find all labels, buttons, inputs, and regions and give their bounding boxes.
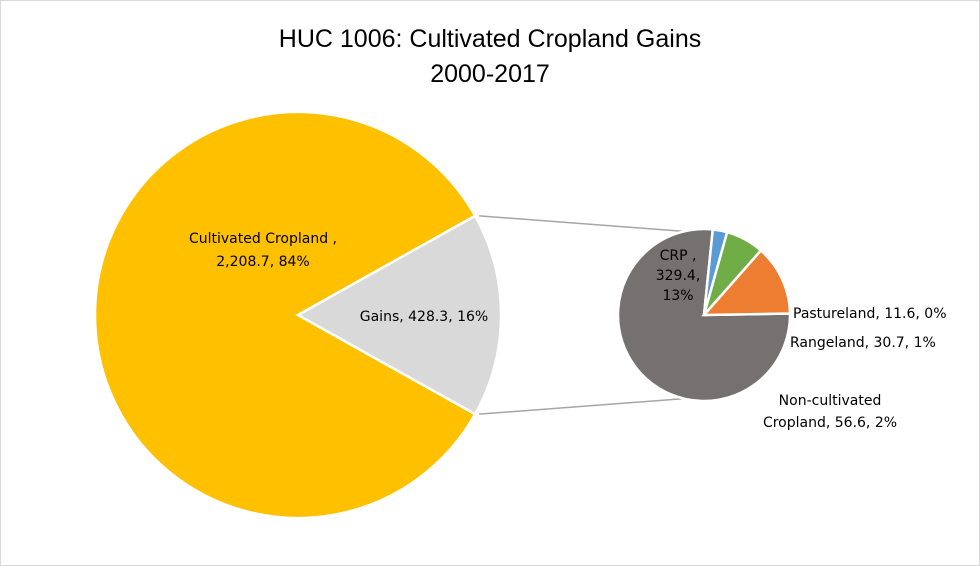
main-pie-slice-cultivated-cropland (93, 110, 477, 520)
data-label-crp: CRP , 329.4, 13% (656, 248, 701, 304)
data-label-pastureland: Pastureland, 11.6, 0% (793, 306, 947, 322)
main-pie (93, 110, 503, 520)
data-label-non-cultivated-cropland: Non-cultivated Cropland, 56.6, 2% (763, 393, 897, 431)
secondary-pie (616, 227, 792, 403)
data-label-gains: Gains, 428.3, 16% (360, 309, 488, 325)
secondary-pie-slice-crp (616, 227, 792, 403)
secondary-pie-slice-non-cultivated-cropland (701, 248, 792, 317)
connector-line-bottom (479, 397, 693, 415)
chart-subtitle: 2000-2017 (430, 60, 550, 88)
connector-line-top (479, 215, 693, 233)
connector-lines (479, 215, 693, 415)
data-label-cultivated-cropland: Cultivated Cropland , 2,208.7, 84% (189, 231, 337, 270)
data-label-rangeland: Rangeland, 30.7, 1% (790, 335, 936, 351)
chart-title: HUC 1006: Cultivated Cropland Gains (279, 25, 701, 53)
data-labels: Cultivated Cropland , 2,208.7, 84% Gains, … (189, 231, 947, 431)
main-pie-slice-gains (295, 214, 503, 416)
